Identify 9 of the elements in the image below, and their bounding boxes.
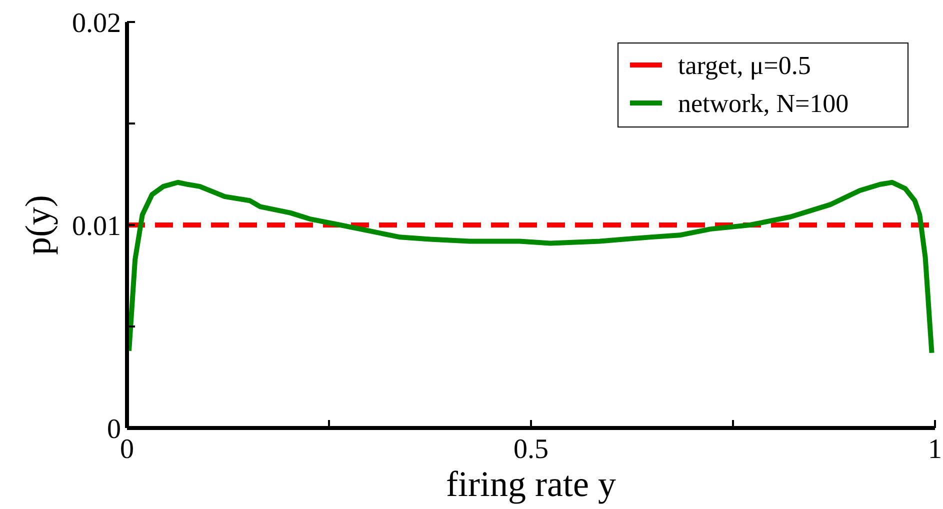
y-tick-label: 0.01: [72, 210, 121, 242]
y-tick-label: 0.02: [72, 8, 121, 39]
x-axis-title: firing rate y: [446, 464, 616, 504]
x-tick-label: 1: [928, 434, 942, 465]
x-tick-label: 0.5: [514, 434, 548, 465]
y-axis-title: p(y): [18, 195, 58, 255]
y-tick-label: 0: [107, 414, 121, 445]
legend-label: network, N=100: [678, 89, 849, 118]
legend-label: target, μ=0.5: [678, 51, 811, 80]
